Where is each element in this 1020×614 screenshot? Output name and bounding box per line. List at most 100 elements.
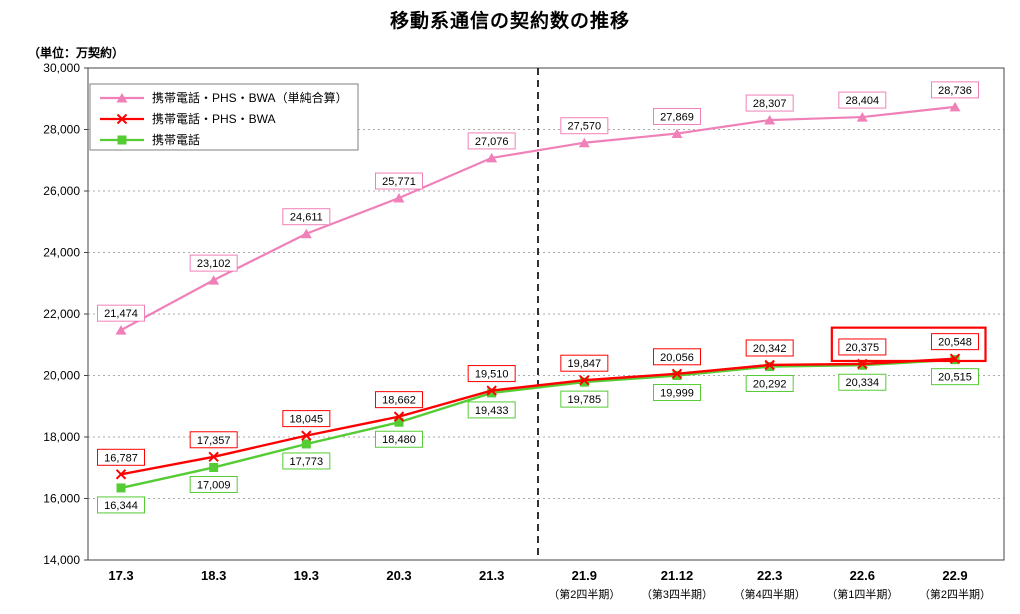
value-label: 19,510 (475, 369, 509, 381)
y-tick-label: 24,000 (43, 246, 80, 260)
value-label-box (838, 373, 887, 391)
x-marker (116, 113, 128, 125)
x-tick-sublabel: （第1四半期） (826, 587, 898, 601)
value-label-box (931, 368, 979, 386)
x-marker (115, 469, 127, 480)
x-tick-label: 17.3 (108, 568, 133, 583)
x-marker (579, 374, 590, 386)
y-tick-label: 14,000 (43, 553, 80, 567)
square-marker (301, 439, 311, 449)
x-tick-label: 22.3 (757, 568, 782, 583)
y-tick-label: 30,000 (43, 61, 80, 75)
highlight-box (830, 326, 987, 363)
x-tick-label: 21.12 (661, 568, 694, 583)
triangle-marker (486, 152, 498, 163)
value-label-box (97, 496, 145, 514)
value-label: 18,045 (290, 414, 324, 426)
x-marker (393, 411, 405, 422)
value-label-box (653, 384, 701, 402)
value-label: 28,736 (938, 85, 972, 97)
value-label: 17,357 (197, 435, 231, 447)
value-label: 20,292 (753, 379, 787, 391)
square-marker (394, 417, 404, 427)
value-label-box (467, 401, 516, 419)
x-marker (764, 359, 775, 371)
value-label: 28,307 (753, 98, 787, 110)
value-label-box (745, 375, 794, 393)
y-tick-label: 28,000 (43, 123, 80, 137)
value-label: 19,847 (568, 358, 602, 370)
series-line-0 (120, 105, 956, 332)
value-label: 20,548 (938, 337, 972, 349)
value-label: 20,056 (660, 352, 694, 364)
value-label-box (189, 254, 238, 272)
value-label-box (931, 81, 979, 99)
y-tick-label: 26,000 (43, 184, 80, 198)
value-label: 25,771 (382, 176, 416, 188)
square-marker (579, 377, 589, 387)
value-label-box (375, 391, 423, 409)
y-tick-label: 22,000 (43, 307, 80, 321)
x-tick-sublabel: （第3四半期） (641, 587, 713, 601)
value-label: 17,773 (290, 456, 324, 468)
triangle-marker (671, 128, 683, 139)
triangle-marker (764, 115, 776, 125)
triangle-marker (115, 325, 127, 335)
value-label: 28,404 (846, 95, 880, 107)
x-tick-label: 21.3 (479, 568, 504, 583)
x-tick-label: 20.3 (386, 568, 411, 583)
value-label-box (375, 430, 423, 448)
triangle-marker (393, 193, 405, 203)
x-tick-label: 19.3 (294, 568, 319, 583)
value-label: 18,480 (382, 434, 416, 446)
value-label-box (375, 172, 423, 190)
x-marker (208, 451, 219, 462)
x-tick-label: 18.3 (201, 568, 226, 583)
square-marker (765, 362, 775, 372)
value-label-box (467, 365, 516, 383)
value-label-box (97, 304, 145, 322)
square-marker (117, 135, 127, 145)
value-label: 16,787 (104, 452, 138, 464)
x-marker (486, 385, 497, 396)
square-marker (116, 483, 126, 493)
value-label-box (282, 410, 331, 428)
triangle-marker (300, 228, 312, 239)
value-label: 27,570 (568, 121, 602, 133)
value-label-box (745, 94, 794, 112)
value-label-box (838, 338, 887, 356)
value-label: 16,344 (104, 500, 138, 512)
value-label-box (653, 108, 701, 126)
value-label-box (189, 431, 238, 449)
triangle-marker (116, 93, 128, 103)
value-label: 24,611 (290, 212, 323, 224)
value-label: 20,515 (938, 372, 972, 384)
chart-title: 移動系通信の契約数の推移 (389, 11, 630, 32)
value-label-box (560, 354, 609, 372)
value-label-box (97, 448, 145, 466)
legend-label: 携帯電話 (152, 132, 200, 147)
series-line-1 (120, 357, 956, 476)
triangle-marker (208, 275, 220, 285)
value-label: 27,869 (660, 112, 694, 124)
value-label-box (560, 390, 609, 408)
value-label: 21,474 (104, 308, 138, 320)
x-tick-label: 22.9 (942, 568, 967, 583)
value-label-box (282, 208, 331, 226)
value-label: 17,009 (197, 479, 231, 491)
value-label: 18,662 (382, 395, 416, 407)
series-line-2 (120, 358, 956, 490)
value-label: 23,102 (197, 258, 231, 270)
square-marker (487, 388, 497, 398)
value-label-box (653, 348, 701, 366)
value-label-box (282, 452, 331, 470)
y-tick-label: 16,000 (43, 492, 80, 506)
value-label-box (838, 91, 887, 109)
value-label: 19,433 (475, 405, 509, 417)
y-tick-label: 20,000 (43, 369, 80, 383)
x-tick-label: 22.6 (850, 568, 875, 583)
value-label-box (931, 333, 979, 351)
legend-label: 携帯電話・PHS・BWA（単純合算） (152, 90, 348, 105)
value-label: 19,785 (568, 394, 602, 406)
